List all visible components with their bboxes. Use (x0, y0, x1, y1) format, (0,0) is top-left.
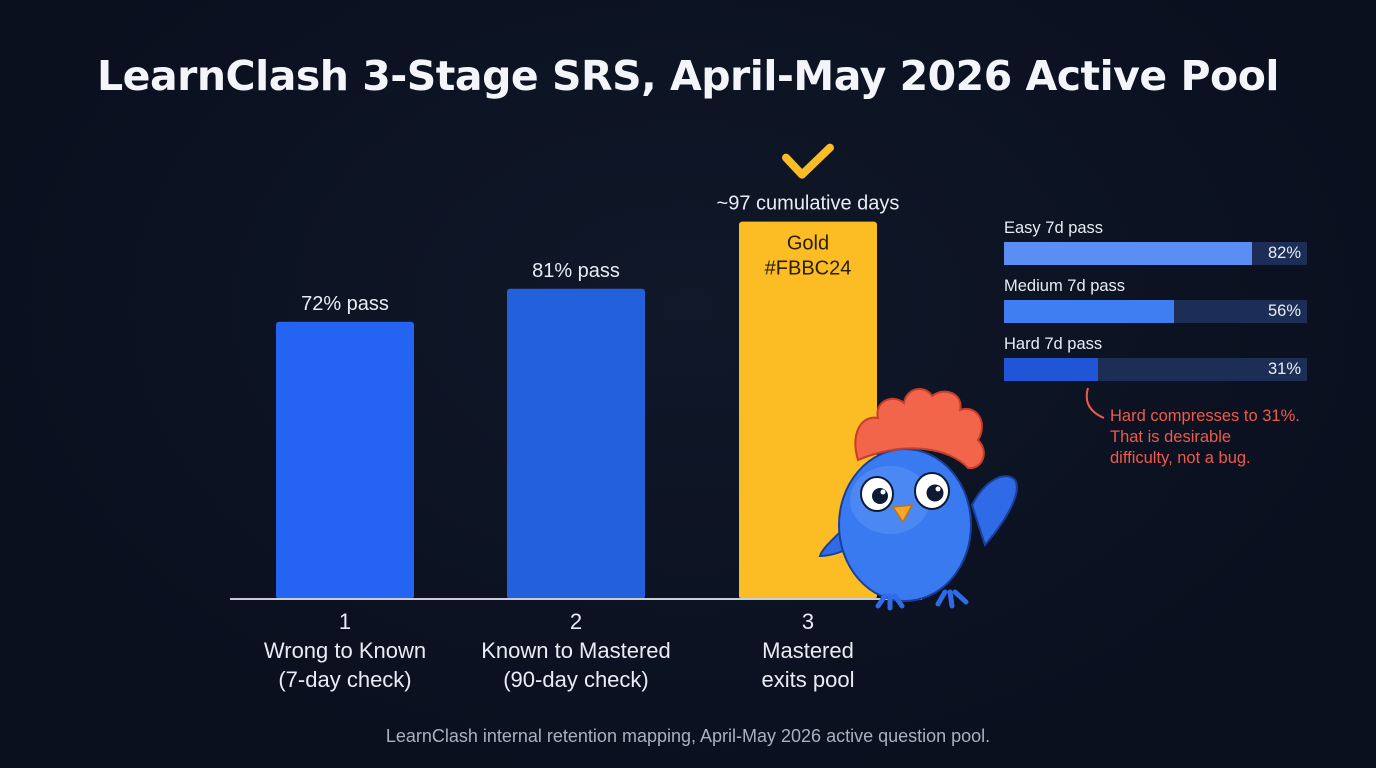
annotation-line: That is desirable (1110, 428, 1232, 446)
category-name-label: (7-day check) (278, 667, 411, 692)
category-name-label: (90-day check) (503, 667, 649, 692)
annotation-line: difficulty, not a bug. (1110, 449, 1251, 467)
pass-rate-value: 56% (1267, 302, 1301, 320)
pass-rate-value: 82% (1267, 244, 1301, 262)
pass-rate-fill (1004, 300, 1174, 323)
category-tick-label: 3 (802, 609, 814, 634)
category-name-label: Wrong to Known (264, 638, 426, 663)
pass-rate-label: Medium 7d pass (1004, 277, 1126, 295)
chart-title: LearnClash 3-Stage SRS, April-May 2026 A… (97, 52, 1279, 100)
blue-bird-mascot-icon (818, 387, 1018, 611)
pass-rate-bar: Hard 7d pass 31% (1004, 334, 1307, 381)
category-tick-label: 2 (570, 609, 582, 634)
pass-rate-fill (1004, 242, 1253, 265)
bar-inside-label: Gold (787, 233, 829, 255)
pass-rate-fill (1004, 358, 1098, 381)
bar-1 (276, 321, 414, 599)
bar-value-label: 81% pass (532, 260, 620, 282)
chart-footnote: LearnClash internal retention mapping, A… (385, 726, 991, 746)
pass-rate-label: Hard 7d pass (1004, 335, 1103, 353)
pass-rate-track: 82% (1004, 242, 1307, 265)
pass-rate-track: 31% (1004, 358, 1307, 381)
category-tick-label: 1 (339, 609, 351, 634)
bar-value-label: ~97 cumulative days (717, 193, 900, 215)
category-name-label: exits pool (762, 667, 855, 692)
bar-2 (507, 288, 645, 599)
pass-rate-bar: Medium 7d pass 56% (1004, 276, 1307, 323)
annotation-note: Hard compresses to 31%. That is desirabl… (1110, 406, 1350, 469)
checkmark-icon (782, 143, 834, 179)
bar-inside-label: #FBBC24 (765, 258, 852, 280)
pass-rate-track: 56% (1004, 300, 1307, 323)
pass-rate-label: Easy 7d pass (1004, 219, 1104, 237)
annotation-line: Hard compresses to 31%. (1110, 407, 1300, 425)
category-name-label: Mastered (762, 638, 854, 663)
bar-value-label: 72% pass (301, 293, 389, 315)
pass-rate-bar: Easy 7d pass 82% (1004, 218, 1307, 265)
annotation-leader-line (1085, 387, 1105, 419)
category-name-label: Known to Mastered (481, 638, 671, 663)
pass-rate-value: 31% (1267, 360, 1301, 378)
